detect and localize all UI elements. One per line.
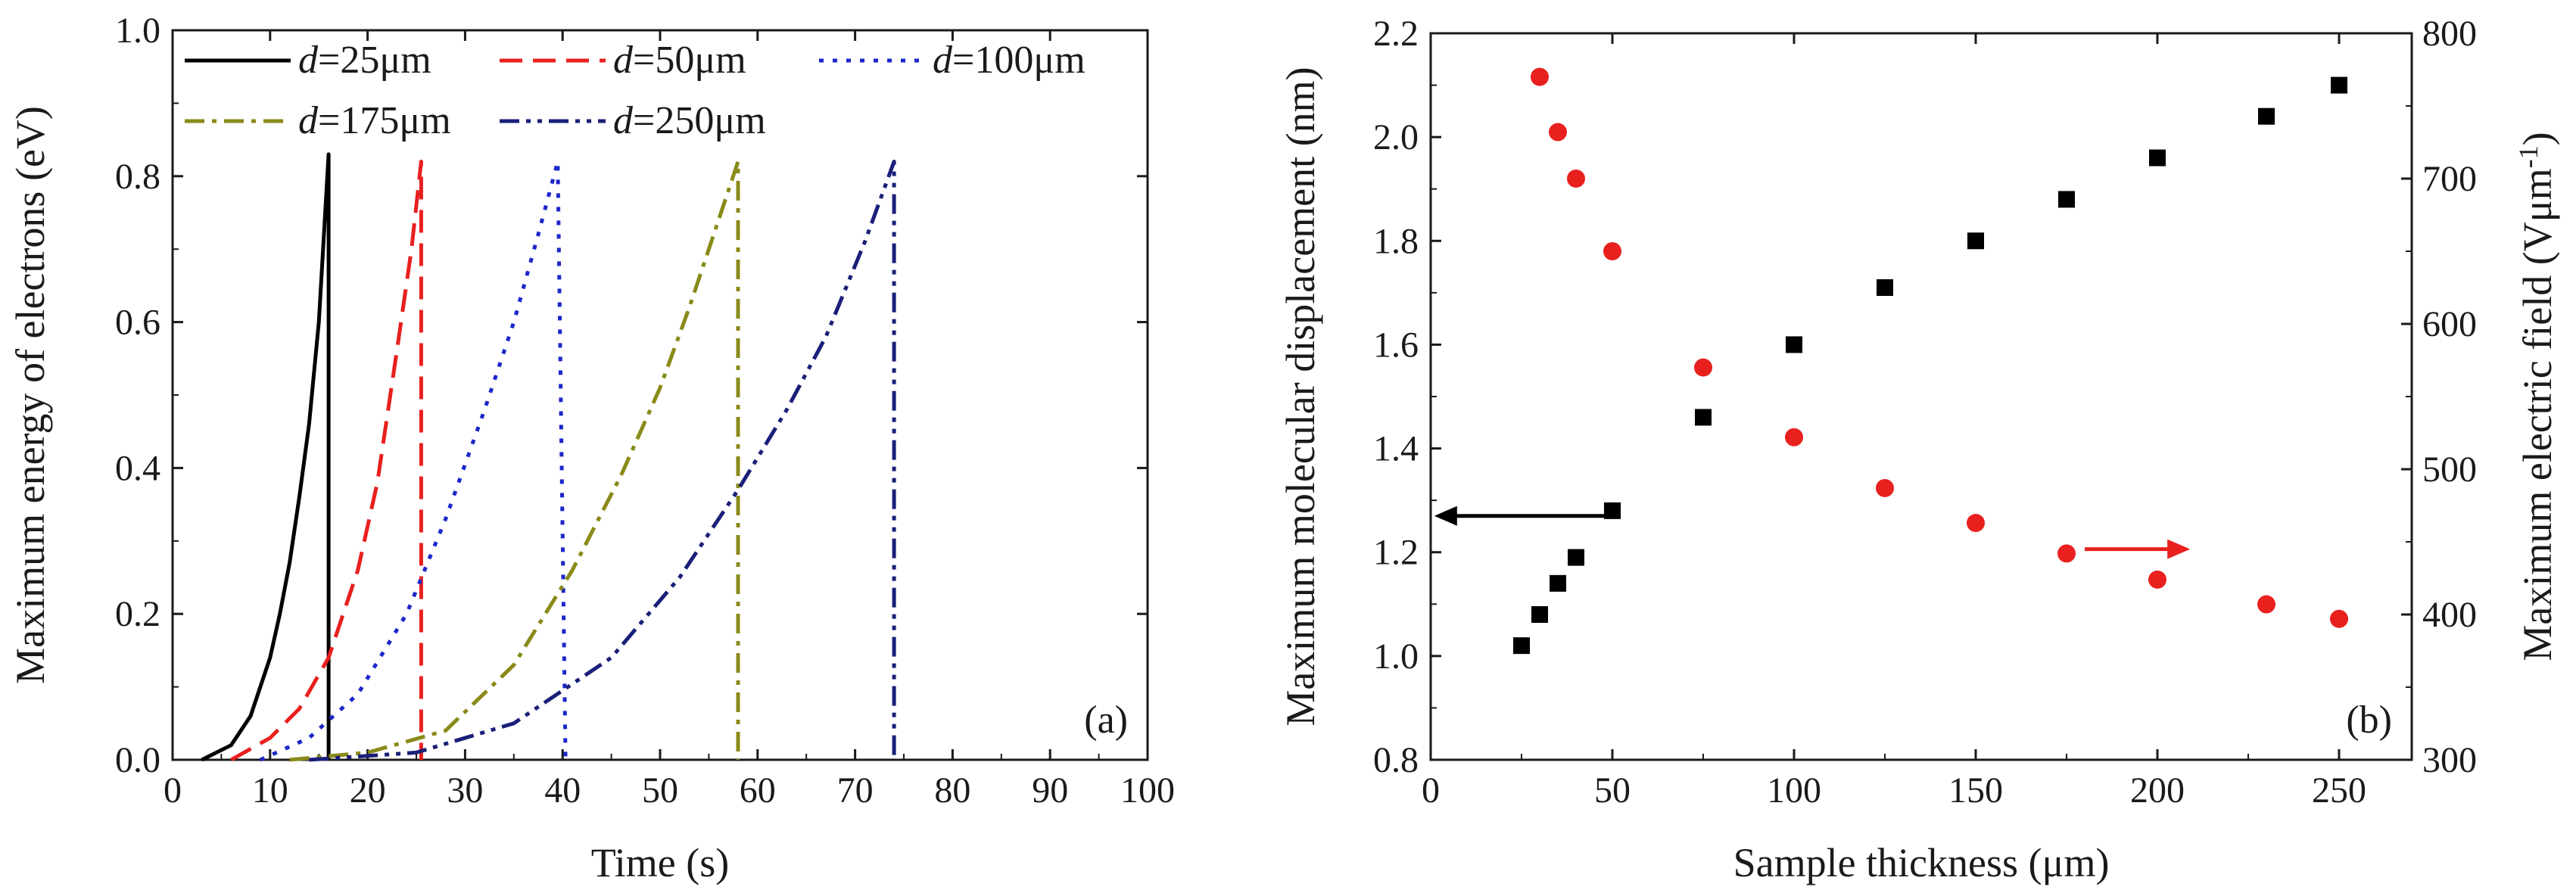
y-tick-label: 1.0	[115, 11, 160, 51]
y-left-axis-label: Maximum molecular displacement (nm)	[1278, 67, 1323, 726]
panel-label: (b)	[2346, 699, 2392, 742]
x-tick-label: 100	[1767, 770, 1821, 811]
data-point-circle	[1694, 358, 1712, 377]
x-tick-label: 30	[447, 770, 483, 811]
y-left-tick-label: 0.8	[1373, 740, 1419, 780]
data-point-square	[1967, 232, 1984, 250]
data-point-square	[2058, 191, 2075, 208]
x-tick-label: 50	[642, 770, 678, 811]
x-tick-label: 50	[1594, 770, 1631, 811]
y-tick-label: 0.4	[115, 448, 160, 488]
series-line-3	[259, 160, 568, 762]
x-tick-label: 100	[1120, 770, 1175, 811]
y-right-tick-label: 400	[2422, 595, 2477, 635]
y-right-axis-label: Maximum electric field (Vμm-1)	[2513, 132, 2560, 661]
x-axis-label: Sample thickness (μm)	[1733, 840, 2110, 885]
x-tick-label: 70	[837, 770, 874, 811]
y-tick-label: 0.8	[115, 157, 160, 197]
series-line-1	[201, 152, 331, 762]
y-right-tick-label: 800	[2422, 14, 2477, 54]
y-tick-label: 0.6	[115, 303, 160, 343]
y-left-tick-label: 1.8	[1373, 221, 1419, 261]
data-point-square	[1513, 637, 1530, 655]
chart-b: 0 50 100 150 200 250 0.8 1.0 1.2 1.4 1.6 1.8 2.0 2.2 3…	[1278, 14, 2560, 885]
legend-label-5: d=250μm	[613, 99, 766, 142]
y-right-tick-label: 500	[2422, 450, 2477, 490]
series-line-5	[309, 160, 896, 762]
data-point-circle	[1876, 478, 1894, 497]
y-left-tick-label: 1.0	[1373, 636, 1419, 677]
legend-label-2: d=50μm	[613, 39, 746, 82]
data-point-square	[2258, 107, 2275, 125]
data-point-circle	[2257, 595, 2275, 614]
x-tick-label: 0	[1422, 770, 1440, 811]
chart-a: 0 10 20 30 40 50 60 70 80 90 100 0.0 0.2 0.4 0.6 0.8 1.0…	[8, 11, 1175, 885]
y-left-tick-label: 1.2	[1373, 533, 1419, 573]
data-point-circle	[1531, 67, 1549, 86]
data-point-circle	[2148, 570, 2166, 589]
y-right-tick-label: 300	[2422, 740, 2477, 780]
plot-frame	[1429, 32, 2413, 761]
x-tick-label: 80	[934, 770, 970, 811]
x-tick-label: 0	[164, 770, 182, 811]
x-tick-label: 200	[2130, 770, 2185, 811]
data-point-square	[1568, 549, 1584, 566]
x-tick-label: 20	[350, 770, 386, 811]
y-left-tick-label: 1.4	[1373, 429, 1419, 469]
data-point-circle	[1603, 242, 1621, 260]
x-tick-label: 40	[544, 770, 581, 811]
data-point-square	[1604, 502, 1621, 519]
data-point-circle	[1567, 170, 1585, 188]
legend-label-3: d=100μm	[933, 39, 1086, 82]
y-right-tick-label: 600	[2422, 304, 2477, 344]
legend-label-1: d=25μm	[298, 39, 431, 82]
data-point-circle	[1549, 123, 1567, 142]
x-tick-label: 10	[252, 770, 288, 811]
data-point-square	[1531, 606, 1548, 623]
series-line-4	[289, 160, 740, 762]
data-point-circle	[1785, 428, 1803, 446]
y-axis-label: Maximum energy of electrons (eV)	[8, 106, 53, 684]
data-point-square	[1877, 279, 1893, 296]
x-axis-label: Time (s)	[591, 840, 730, 885]
y-left-tick-label: 2.2	[1373, 14, 1419, 54]
x-tick-label: 150	[1948, 770, 2003, 811]
right-axis-arrowhead	[2167, 539, 2191, 559]
y-right-tick-label: 700	[2422, 159, 2477, 199]
data-point-square	[1786, 336, 1802, 353]
data-point-circle	[2330, 609, 2348, 628]
y-tick-label: 0.2	[115, 594, 160, 634]
data-point-square	[2149, 149, 2166, 166]
y-left-tick-label: 1.6	[1373, 325, 1419, 365]
y-left-tick-label: 2.0	[1373, 117, 1419, 157]
data-point-square	[2331, 76, 2347, 94]
data-point-square	[1550, 574, 1566, 592]
x-tick-label: 90	[1032, 770, 1068, 811]
left-axis-arrowhead	[1434, 506, 1457, 526]
data-point-square	[1695, 409, 1712, 426]
series-line-2	[230, 160, 423, 762]
data-point-circle	[2057, 544, 2076, 563]
x-tick-label: 60	[740, 770, 776, 811]
legend-label-4: d=175μm	[298, 99, 451, 142]
data-point-circle	[1967, 514, 1985, 533]
x-tick-label: 250	[2312, 770, 2366, 811]
panel-label: (a)	[1084, 699, 1128, 742]
y-tick-label: 0.0	[115, 740, 160, 780]
